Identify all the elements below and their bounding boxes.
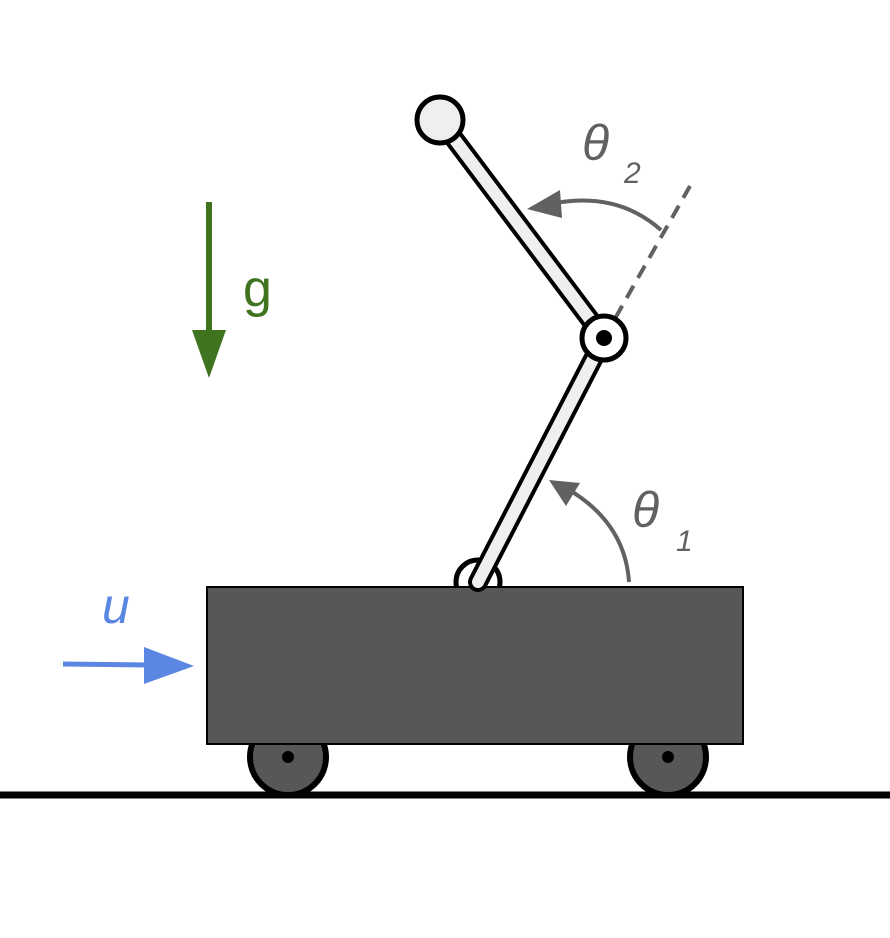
pendulum-link-1 (472, 332, 610, 588)
theta1-arrow (549, 480, 631, 583)
theta2-label: θ (582, 115, 609, 171)
control-input-arrow (62, 647, 194, 684)
theta2-subscript: 2 (623, 157, 641, 190)
theta1-label: θ (632, 482, 659, 538)
control-input-label: u (102, 578, 130, 634)
cart-body (206, 586, 744, 745)
gravity-arrow (192, 202, 226, 378)
pendulum-tip-mass (414, 94, 466, 146)
theta2-reference-line (602, 185, 692, 339)
pendulum-link-2 (434, 114, 610, 344)
theta2-arrow (527, 190, 663, 232)
middle-joint (579, 313, 629, 363)
gravity-label: g (243, 260, 272, 318)
theta1-subscript: 1 (676, 525, 693, 558)
